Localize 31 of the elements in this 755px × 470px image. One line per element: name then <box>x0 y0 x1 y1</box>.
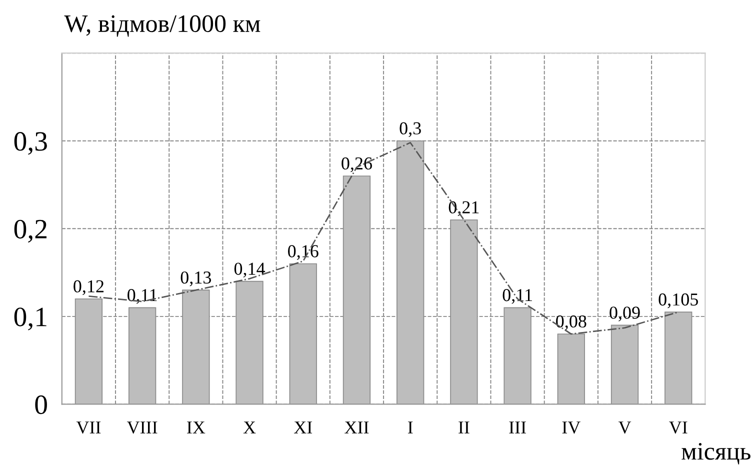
data-label: 0,105 <box>658 293 698 308</box>
data-label: 0,11 <box>502 289 532 304</box>
bar <box>557 334 585 404</box>
y-tick-label: 0,1 <box>14 308 46 330</box>
data-label: 0,3 <box>400 122 421 138</box>
data-label: 0,26 <box>342 157 372 172</box>
x-tick-label: IX <box>187 422 206 434</box>
x-tick-label: XII <box>344 422 369 434</box>
x-tick-label: I <box>408 422 413 434</box>
y-tick-label: 0,2 <box>14 220 46 243</box>
y-axis-title: W, відмов/1000 км <box>64 15 260 37</box>
data-label: 0,13 <box>180 271 212 286</box>
x-tick-label: XI <box>294 422 312 434</box>
data-label: 0,09 <box>610 306 640 322</box>
x-tick-label: V <box>618 422 632 434</box>
data-label: 0,14 <box>234 262 266 278</box>
data-label: 0,12 <box>74 280 104 296</box>
y-tick-label: 0,3 <box>14 132 47 155</box>
data-label: 0,16 <box>288 245 318 260</box>
x-tick-label: VIII <box>126 422 158 434</box>
x-tick-label: III <box>509 422 526 434</box>
x-tick-label: VII <box>76 422 101 434</box>
x-axis-title: місяць <box>682 443 750 464</box>
bar <box>610 324 639 404</box>
data-label: 0,08 <box>556 315 586 330</box>
x-tick-label: VI <box>669 422 688 434</box>
data-label: 0,21 <box>448 201 479 216</box>
y-tick-label: 0 <box>35 395 47 414</box>
x-tick-label: II <box>458 422 470 434</box>
x-tick-label: IV <box>562 422 580 434</box>
x-tick-label: X <box>243 422 256 434</box>
